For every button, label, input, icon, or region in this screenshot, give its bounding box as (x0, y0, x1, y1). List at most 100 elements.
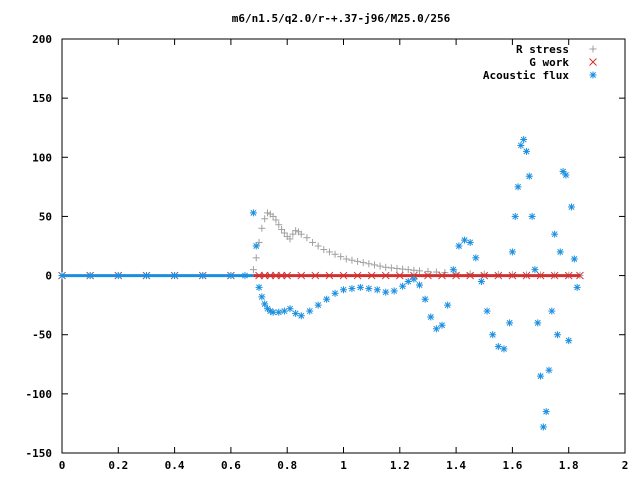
data-point (272, 216, 280, 224)
legend-label: G work (529, 56, 569, 69)
data-point (573, 283, 581, 291)
series-acoustic-flux (58, 136, 581, 431)
y-tick-label: 200 (32, 33, 52, 46)
data-point (390, 287, 398, 295)
data-point (342, 255, 350, 263)
data-point (297, 230, 305, 238)
data-point (306, 307, 314, 315)
data-point (531, 266, 539, 274)
data-point (354, 257, 362, 265)
data-point (286, 235, 294, 243)
data-point (275, 308, 283, 316)
legend-label: R stress (516, 43, 569, 56)
y-tick-label: 0 (45, 270, 52, 283)
data-point (323, 295, 331, 303)
data-point (432, 325, 440, 333)
data-point (520, 136, 528, 144)
data-point (449, 266, 457, 274)
data-point (303, 234, 311, 242)
x-tick-label: 0 (59, 459, 66, 472)
data-point (483, 307, 491, 315)
data-point (466, 238, 474, 246)
data-point (404, 277, 412, 285)
data-point (376, 262, 384, 270)
x-tick-label: 2 (622, 459, 629, 472)
data-point (258, 293, 266, 301)
data-point (522, 147, 530, 155)
data-point (331, 250, 339, 258)
data-point (331, 289, 339, 297)
data-point (416, 281, 424, 289)
data-point (387, 264, 395, 272)
data-point (517, 141, 525, 149)
legend-marker (589, 58, 597, 66)
data-point (348, 256, 356, 264)
data-point (427, 313, 435, 321)
data-point (382, 288, 390, 296)
data-point (289, 230, 297, 238)
x-tick-label: 0.4 (165, 459, 185, 472)
data-point (444, 301, 452, 309)
y-tick-label: 50 (39, 210, 52, 223)
data-point (252, 242, 260, 250)
data-point (269, 212, 277, 220)
data-point (489, 331, 497, 339)
data-point (340, 286, 347, 294)
ticks-layer: 0 0.2 0.4 0.6 0.8 1 1.2 1.4 1.6 1.8 2200150100500-… (26, 33, 629, 472)
data-point (373, 286, 381, 294)
data-point (297, 312, 305, 320)
data-point (548, 307, 556, 315)
data-point (275, 221, 283, 229)
data-point (556, 248, 564, 256)
data-point (525, 172, 533, 180)
data-point (337, 253, 345, 261)
data-point (477, 277, 485, 285)
legend-marker (589, 45, 597, 53)
data-point (511, 212, 519, 220)
data-point (472, 254, 480, 262)
data-point (359, 259, 367, 267)
y-tick-label: -50 (32, 329, 52, 342)
y-tick-label: 150 (32, 92, 52, 105)
data-point (500, 345, 508, 353)
data-point (252, 254, 260, 262)
series-layer (58, 136, 584, 431)
data-point (570, 255, 578, 263)
data-point (320, 246, 328, 254)
data-point (370, 261, 378, 269)
y-tick-label: -100 (26, 388, 53, 401)
data-point (255, 238, 263, 246)
data-point (568, 203, 576, 211)
data-point (455, 242, 463, 250)
data-point (286, 305, 294, 313)
x-tick-label: 1.6 (502, 459, 522, 472)
x-tick-label: 0.8 (277, 459, 297, 472)
x-tick-label: 1.8 (559, 459, 579, 472)
data-point (249, 266, 257, 274)
data-point (314, 301, 322, 309)
legend-marker (589, 71, 597, 79)
x-tick-label: 1.4 (446, 459, 466, 472)
data-point (421, 295, 429, 303)
data-point (249, 209, 257, 217)
data-point (539, 423, 547, 431)
data-point (545, 366, 553, 374)
data-point (514, 183, 522, 191)
x-tick-label: 1.2 (390, 459, 410, 472)
data-point (348, 285, 356, 293)
data-point (365, 285, 373, 293)
data-point (325, 248, 333, 256)
data-point (494, 343, 502, 351)
legend-label: Acoustic flux (483, 69, 569, 82)
data-point (559, 167, 567, 175)
data-point (542, 408, 550, 416)
data-point (280, 229, 288, 237)
data-point (410, 266, 418, 274)
data-point (382, 263, 390, 271)
data-point (314, 242, 322, 250)
data-point (416, 267, 424, 275)
data-point (553, 331, 561, 339)
data-point (562, 171, 570, 179)
data-point (255, 283, 263, 291)
